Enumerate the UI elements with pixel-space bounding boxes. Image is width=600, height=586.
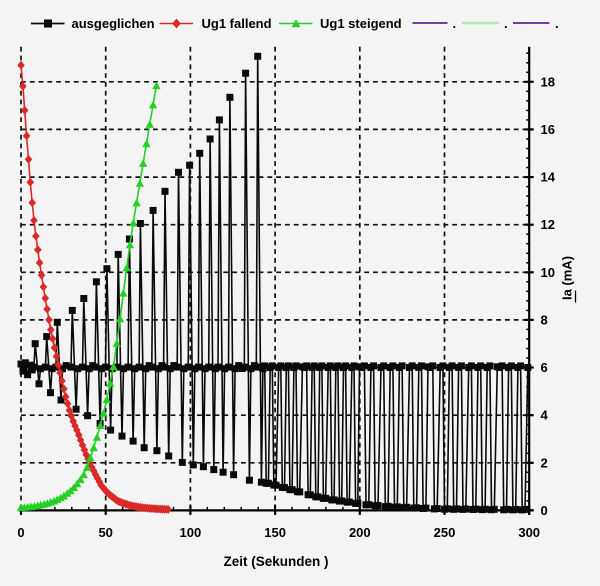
svg-text:300: 300 — [518, 525, 540, 540]
svg-text:6: 6 — [541, 360, 548, 375]
svg-text:.: . — [504, 16, 508, 31]
svg-text:100: 100 — [180, 525, 202, 540]
svg-text:16: 16 — [541, 122, 555, 137]
svg-text:10: 10 — [541, 265, 555, 280]
svg-text:Ug1 steigend: Ug1 steigend — [320, 16, 402, 31]
svg-text:250: 250 — [434, 525, 456, 540]
svg-text:14: 14 — [541, 170, 556, 185]
svg-text:.: . — [555, 16, 559, 31]
svg-text:Zeit (Sekunden ): Zeit (Sekunden ) — [223, 554, 328, 569]
svg-text:ausgeglichen: ausgeglichen — [72, 16, 155, 31]
svg-text:12: 12 — [541, 217, 555, 232]
svg-text:.: . — [453, 16, 457, 31]
svg-text:50: 50 — [98, 525, 112, 540]
svg-text:4: 4 — [541, 408, 549, 423]
svg-text:Ia (mA): Ia (mA) — [560, 256, 575, 300]
svg-text:2: 2 — [541, 455, 548, 470]
svg-text:200: 200 — [349, 525, 371, 540]
svg-text:18: 18 — [541, 74, 555, 89]
svg-text:Ug1 fallend: Ug1 fallend — [202, 16, 272, 31]
svg-text:0: 0 — [17, 525, 24, 540]
svg-text:0: 0 — [541, 503, 548, 518]
svg-text:150: 150 — [264, 525, 286, 540]
svg-text:8: 8 — [541, 312, 548, 327]
